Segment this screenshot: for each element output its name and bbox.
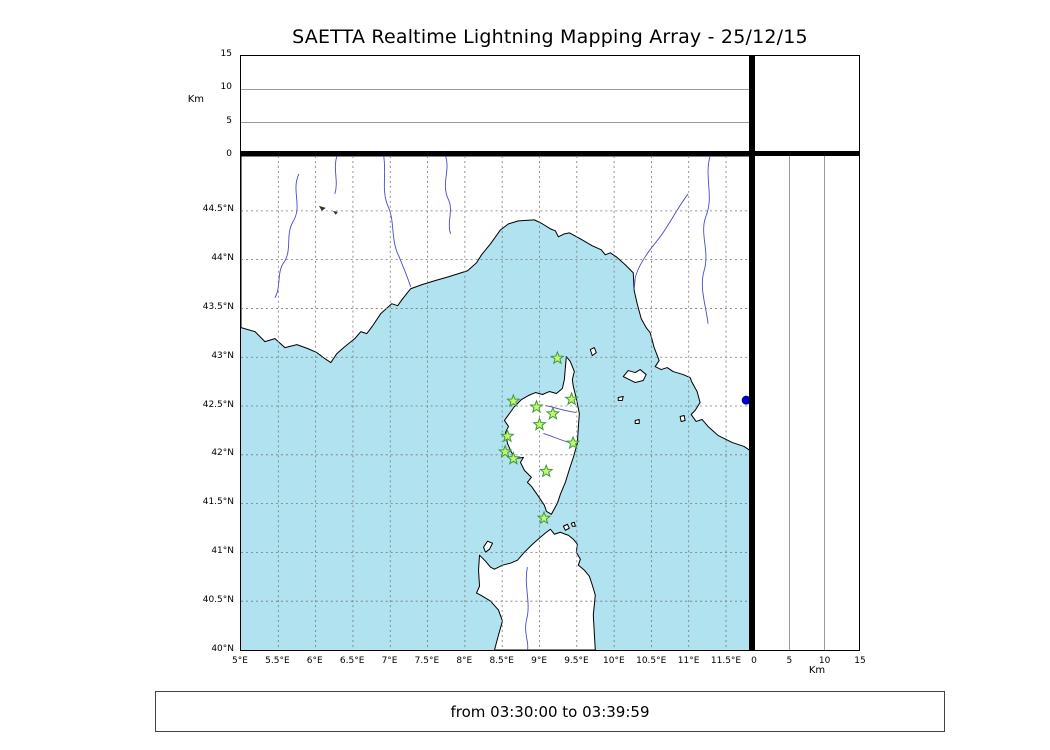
points-layer [741, 395, 750, 405]
km-label-bottom: Km [808, 665, 826, 676]
alt-tick-label: 0 [226, 149, 232, 159]
lon-tick-label: 11°E [677, 656, 700, 666]
station-star [500, 428, 515, 443]
station-star [536, 510, 552, 525]
stations-layer [497, 350, 581, 525]
map-grid-layer [241, 156, 750, 650]
pianosa-island [617, 396, 624, 402]
lon-tick-label: 7°E [381, 656, 398, 666]
gridline [789, 156, 790, 650]
lon-tick-label: 6°E [306, 656, 323, 666]
altitude-latitude-panel [754, 155, 860, 651]
land-layer [241, 156, 750, 650]
map [241, 156, 750, 650]
river [701, 156, 711, 324]
source-point [741, 395, 750, 405]
gridline [241, 89, 750, 90]
lake [332, 210, 338, 215]
alt-tick-label: 15 [220, 49, 232, 59]
time-range-text: from 03:30:00 to 03:39:59 [450, 702, 650, 721]
altitude-histogram-panel [754, 55, 860, 156]
river [525, 567, 529, 650]
station-star [529, 399, 544, 414]
lon-tick-label: 9.5°E [564, 656, 589, 666]
station-star [545, 406, 561, 421]
lat-tick-label: 43.5°N [202, 301, 234, 312]
lat-tick-label: 41.5°N [202, 497, 234, 508]
lon-tick-label: 9°E [531, 656, 548, 666]
lon-tick-label: 7.5°E [414, 656, 440, 666]
elba-island [622, 369, 647, 384]
sardinia-coast [476, 528, 596, 650]
corsica-coast [503, 356, 580, 515]
km-label-left: Km [187, 94, 204, 105]
lat-tick-label: 41°N [211, 546, 234, 557]
alt-tick-label: 0 [751, 656, 757, 666]
altitude-longitude-panel [240, 55, 751, 156]
alt-tick-label: 15 [854, 656, 866, 666]
lake [318, 205, 326, 211]
panel-divider-vertical [749, 55, 754, 651]
lat-tick-label: 40.5°N [202, 595, 234, 606]
maddalena-island [562, 523, 570, 531]
river [334, 156, 338, 195]
page-title: SAETTA Realtime Lightning Mapping Array … [292, 26, 808, 48]
lon-tick-label: 8.5°E [489, 656, 514, 666]
lat-tick-label: 44°N [211, 252, 234, 263]
station-star [550, 350, 565, 365]
time-range-box: from 03:30:00 to 03:39:59 [155, 691, 945, 732]
river [633, 193, 689, 290]
lon-tick-label: 11.5°E [710, 656, 742, 666]
river [383, 156, 412, 287]
alt-tick-label: 10 [220, 82, 232, 93]
capraia-island [589, 347, 597, 357]
lon-tick-label: 6.5°E [339, 656, 365, 666]
lat-tick-label: 44.5°N [202, 203, 234, 214]
river [274, 173, 300, 298]
lon-tick-label: 8°E [456, 656, 473, 666]
panel-divider-horizontal [240, 151, 860, 156]
asinara-island [483, 540, 494, 553]
lat-tick-label: 43°N [211, 350, 234, 361]
station-star [564, 391, 579, 406]
station-star [497, 444, 513, 459]
mainland-coast [241, 156, 750, 451]
station-star [538, 463, 554, 478]
lat-tick-label: 42°N [211, 448, 234, 459]
station-star [506, 393, 521, 408]
river [445, 156, 452, 234]
river [545, 405, 577, 413]
lat-tick-label: 42.5°N [202, 399, 234, 410]
map-panel [240, 155, 751, 651]
gridline [824, 156, 825, 650]
station-star [565, 435, 581, 450]
station-star [506, 451, 521, 465]
lon-tick-label: 5.5°E [265, 656, 290, 666]
maddalena-island [570, 521, 576, 527]
montecristo-island [634, 418, 640, 424]
lon-tick-label: 5°E [232, 656, 248, 666]
alt-tick-label: 5 [226, 115, 232, 126]
lon-tick-label: 10.5°E [636, 656, 667, 666]
lat-tick-label: 40°N [211, 643, 234, 654]
gridline [241, 122, 750, 123]
station-star [532, 416, 547, 431]
giglio-island [679, 414, 686, 422]
lon-tick-label: 10°E [603, 656, 625, 666]
